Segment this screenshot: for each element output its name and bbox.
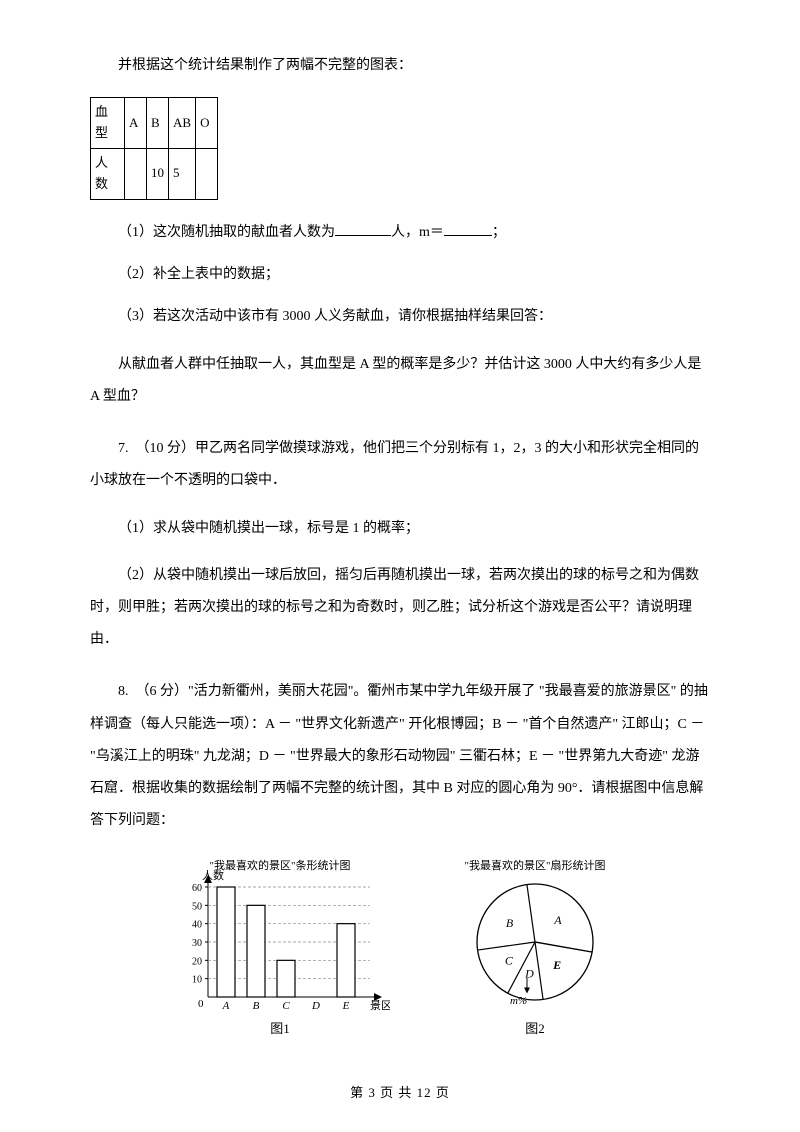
svg-text:D: D [524,967,534,981]
cell: B [147,98,169,149]
pie-chart: "我最喜欢的景区"扇形统计图 A B CD Em% 图2 [440,857,630,1040]
svg-text:30: 30 [192,938,202,949]
svg-text:m%: m% [510,995,527,1007]
chart-title: "我最喜欢的景区"条形统计图 [210,858,351,872]
blank-field [444,222,492,236]
svg-text:60: 60 [192,883,202,894]
q1-end: ； [492,225,506,240]
problem-7: 7. （10 分）甲乙两名同学做摸球游戏，他们把三个分别标有 1，2，3 的大小… [90,433,710,497]
chart2-caption: 图2 [440,1019,630,1040]
svg-text:C: C [505,954,514,968]
cell: 血型 [91,98,125,149]
page-footer: 第 3 页 共 12 页 [0,1083,800,1104]
q1-text: （1）这次随机抽取的献血者人数为 [118,225,335,240]
blank-field [335,222,391,236]
bar-chart-svg: "我最喜欢的景区"条形统计图 人数 10 20 30 40 50 60 A B C D E 0 景… [170,857,390,1017]
x-label: 景区 [370,999,390,1012]
cell: O [196,98,218,149]
question-3-detail: 从献血者人群中任抽取一人，其血型是 A 型的概率是多少？并估计这 3000 人中… [90,349,710,413]
cell: AB [169,98,196,149]
svg-text:B: B [253,1000,260,1012]
bar-chart: "我最喜欢的景区"条形统计图 人数 10 20 30 40 50 60 A B C D E 0 景… [170,857,390,1040]
svg-text:10: 10 [192,975,202,986]
problem-7-2: （2）从袋中随机摸出一球后放回，摇匀后再随机摸出一球，若两次摸出的球的标号之和为… [90,560,710,657]
x-labels: A B C D E [222,1000,350,1012]
question-2: （2）补全上表中的数据； [90,264,710,286]
chart1-caption: 图1 [170,1019,390,1040]
svg-text:50: 50 [192,902,202,913]
svg-text:E: E [552,958,561,972]
svg-text:C: C [282,1000,290,1012]
blood-type-table: 血型 A B AB O 人数 10 5 [90,97,218,199]
table-row: 人数 10 5 [91,148,218,199]
question-1: （1）这次随机抽取的献血者人数为 人，m＝ ； [90,222,710,244]
pie-group: A B CD Em% [477,884,593,1007]
chart-title: "我最喜欢的景区"扇形统计图 [465,858,606,872]
problem-7-1: （1）求从袋中随机摸出一球，标号是 1 的概率； [90,518,710,540]
problem-8: 8. （6 分）"活力新衢州，美丽大花园"。衢州市某中学九年级开展了 "我最喜爱… [90,676,710,837]
table-row: 血型 A B AB O [91,98,218,149]
svg-text:D: D [311,1000,320,1012]
pie-chart-svg: "我最喜欢的景区"扇形统计图 A B CD Em% [440,857,630,1017]
cell: 5 [169,148,196,199]
question-3: （3）若这次活动中该市有 3000 人义务献血，请你根据抽样结果回答： [90,306,710,328]
y-label: 人数 [202,869,224,882]
svg-text:B: B [506,916,514,930]
svg-text:20: 20 [192,957,202,968]
q1-unit: 人，m＝ [391,225,444,240]
intro-text: 并根据这个统计结果制作了两幅不完整的图表： [90,55,710,77]
svg-text:A: A [222,1000,230,1012]
origin-zero: 0 [198,998,204,1010]
svg-text:A: A [553,913,562,927]
cell [196,148,218,199]
charts-container: "我最喜欢的景区"条形统计图 人数 102030405060 ABCDE 0 景… [90,857,710,1040]
cell: 10 [147,148,169,199]
svg-text:E: E [342,1000,350,1012]
cell: A [125,98,147,149]
cell [125,148,147,199]
svg-text:40: 40 [192,920,202,931]
cell: 人数 [91,148,125,199]
